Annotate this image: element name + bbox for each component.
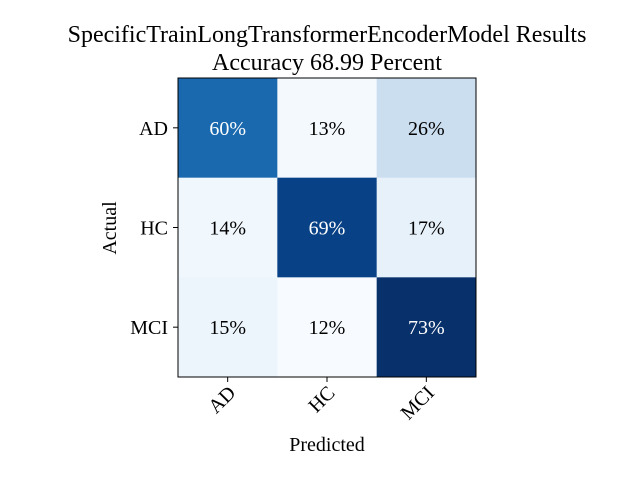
heatmap-cell-labels: 60% 13% 26% 14% 69% 17% 15% 12% 73% xyxy=(209,118,444,339)
cell-value-label: 13% xyxy=(309,118,346,140)
x-tick-labels: AD HC MCI xyxy=(204,382,439,424)
heatmap-cell-mci-hc xyxy=(277,277,378,378)
y-tick-label: MCI xyxy=(130,317,168,339)
heatmap-cell-ad-hc xyxy=(277,78,378,179)
cell-value-label: 15% xyxy=(209,317,246,339)
cell-value-label: 12% xyxy=(309,317,346,339)
heatmap-cell-mci-mci xyxy=(376,277,477,378)
cell-value-label: 60% xyxy=(209,118,246,140)
x-tick-label: MCI xyxy=(397,382,439,424)
heatmap-cell-hc-mci xyxy=(376,177,477,278)
heatmap-cell-mci-ad xyxy=(178,277,278,378)
y-tick-label: AD xyxy=(139,118,168,140)
x-axis-label: Predicted xyxy=(289,434,365,456)
y-tick-label: HC xyxy=(140,218,168,240)
cell-value-label: 14% xyxy=(209,218,246,240)
cell-value-label: 73% xyxy=(408,317,445,339)
y-axis-label: Actual xyxy=(99,201,121,255)
chart-subtitle: Accuracy 68.99 Percent xyxy=(212,50,442,76)
heatmap-cell-hc-hc xyxy=(277,177,378,278)
heatmap-cells xyxy=(178,78,477,378)
x-tick-label: AD xyxy=(204,382,240,418)
heatmap-cell-ad-ad xyxy=(178,78,278,179)
heatmap-cell-hc-ad xyxy=(178,177,278,278)
cell-value-label: 17% xyxy=(408,218,445,240)
cell-value-label: 26% xyxy=(408,118,445,140)
chart-title: SpecificTrainLongTransformerEncoderModel… xyxy=(68,22,587,48)
cell-value-label: 69% xyxy=(309,218,346,240)
heatmap-cell-ad-mci xyxy=(376,78,477,179)
x-tick-label: HC xyxy=(304,382,339,417)
axis-ticks xyxy=(173,127,427,382)
y-tick-labels: AD HC MCI xyxy=(130,118,168,339)
